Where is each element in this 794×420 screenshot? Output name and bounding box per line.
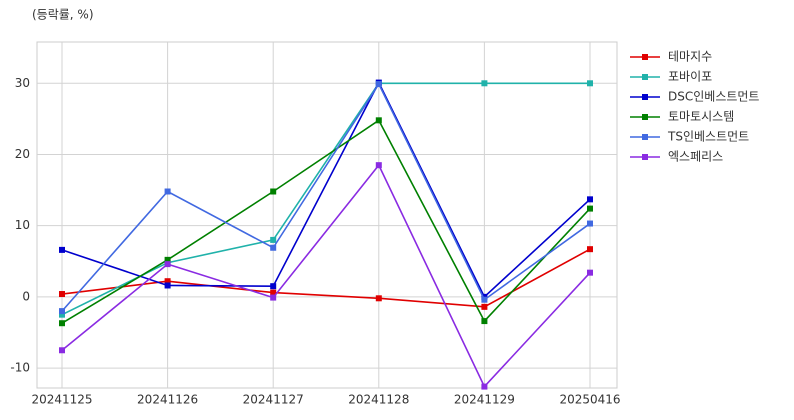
x-tick-label: 20241127 xyxy=(243,393,304,407)
point xyxy=(59,291,65,298)
point xyxy=(587,220,593,227)
point xyxy=(270,188,277,195)
x-tick-label: 20250416 xyxy=(559,393,620,407)
point xyxy=(270,283,277,290)
point xyxy=(270,236,277,243)
point xyxy=(59,246,65,253)
y-tick-label: -10 xyxy=(10,361,30,375)
series-line xyxy=(61,119,591,324)
series-line xyxy=(61,163,591,388)
point xyxy=(587,205,593,212)
x-tick-label: 20241126 xyxy=(137,393,198,407)
series-line xyxy=(61,80,591,299)
point xyxy=(587,80,593,87)
point xyxy=(59,347,65,354)
point xyxy=(164,256,171,263)
x-tick-label: 20241128 xyxy=(348,393,409,407)
point xyxy=(481,383,488,390)
point xyxy=(164,261,171,268)
point xyxy=(164,278,171,285)
legend-marker xyxy=(642,134,648,140)
legend-label: TS인베스트먼트 xyxy=(667,130,749,144)
point xyxy=(270,244,277,251)
y-tick-label: 30 xyxy=(15,76,30,90)
x-tick-label: 20241129 xyxy=(454,393,515,407)
legend-marker xyxy=(642,94,648,100)
point xyxy=(481,303,488,310)
point xyxy=(59,320,65,327)
point xyxy=(587,246,593,253)
x-tick-label: 20241125 xyxy=(31,393,92,407)
point xyxy=(481,80,488,87)
plot-frame xyxy=(36,41,618,389)
point xyxy=(270,294,277,301)
point xyxy=(587,196,593,203)
y-tick-label: 20 xyxy=(15,147,30,161)
point xyxy=(164,282,171,289)
point xyxy=(375,81,382,88)
point xyxy=(164,188,171,195)
legend-label: DSC인베스트먼트 xyxy=(668,90,759,104)
point xyxy=(59,311,65,318)
point xyxy=(375,295,382,302)
legend-marker xyxy=(642,114,648,120)
y-axis-label: (등락률, %) xyxy=(32,8,94,22)
point xyxy=(59,308,65,315)
y-tick-label: 0 xyxy=(22,289,30,303)
legend-label: 엑스페리스 xyxy=(668,150,723,164)
series-line xyxy=(61,82,590,316)
point xyxy=(375,117,382,124)
legend-label: 테마지수 xyxy=(668,50,712,64)
point xyxy=(270,289,277,296)
series-line xyxy=(61,248,591,308)
legend-marker xyxy=(642,74,648,80)
point xyxy=(481,296,488,303)
legend-marker xyxy=(642,54,648,60)
series-line xyxy=(61,82,591,312)
y-tick-label: 10 xyxy=(15,218,30,232)
point xyxy=(375,162,382,169)
point xyxy=(587,269,593,276)
point xyxy=(481,318,488,325)
legend-marker xyxy=(642,154,648,160)
legend-label: 토마토시스템 xyxy=(668,110,734,124)
legend-label: 포바이포 xyxy=(668,70,712,84)
